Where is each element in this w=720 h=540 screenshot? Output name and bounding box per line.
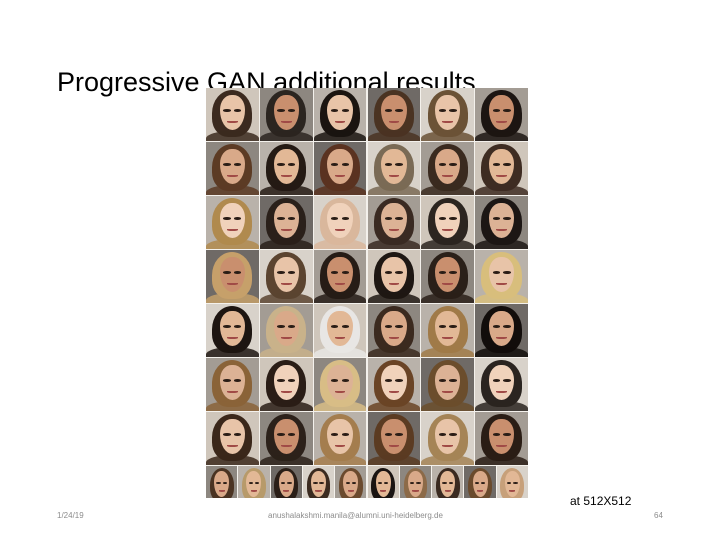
generated-face-r5-c2 bbox=[259, 304, 313, 357]
generated-face-r5-c5 bbox=[421, 304, 475, 357]
generated-face-r7-c2 bbox=[259, 412, 313, 465]
footer-page-number: 64 bbox=[654, 511, 663, 520]
generated-face-r1-c6 bbox=[475, 88, 528, 141]
generated-face-r1-c2 bbox=[259, 88, 313, 141]
generated-face-r4-c4 bbox=[367, 250, 421, 303]
generated-face-r6-c4 bbox=[367, 358, 421, 411]
generated-face-r5-c1 bbox=[206, 304, 259, 357]
generated-face-r8-c3 bbox=[270, 466, 302, 498]
generated-face-r8-c7 bbox=[399, 466, 432, 498]
generated-face-r8-c1 bbox=[206, 466, 238, 498]
footer-author: anushalakshmi.manila@alumni.uni-heidelbe… bbox=[268, 511, 443, 520]
generated-face-r5-c4 bbox=[367, 304, 421, 357]
generated-face-r7-c4 bbox=[367, 412, 421, 465]
generated-face-r6-c5 bbox=[421, 358, 475, 411]
generated-face-r6-c6 bbox=[475, 358, 528, 411]
generated-face-r4-c2 bbox=[259, 250, 313, 303]
generated-face-r5-c3 bbox=[313, 304, 367, 357]
generated-face-r2-c4 bbox=[367, 142, 421, 195]
generated-face-r1-c5 bbox=[421, 88, 475, 141]
generated-face-r1-c4 bbox=[367, 88, 421, 141]
generated-face-r4-c3 bbox=[313, 250, 367, 303]
generated-face-r8-c9 bbox=[464, 466, 496, 498]
generated-face-r2-c5 bbox=[421, 142, 475, 195]
footer-date: 1/24/19 bbox=[57, 511, 84, 520]
generated-face-r7-c5 bbox=[421, 412, 475, 465]
generated-face-r7-c3 bbox=[313, 412, 367, 465]
resolution-caption: at 512X512 bbox=[570, 494, 632, 508]
generated-face-r3-c1 bbox=[206, 196, 259, 249]
generated-face-r3-c2 bbox=[259, 196, 313, 249]
generated-face-r6-c1 bbox=[206, 358, 259, 411]
generated-face-r2-c2 bbox=[259, 142, 313, 195]
generated-face-r2-c6 bbox=[475, 142, 528, 195]
face-image-grid bbox=[206, 88, 528, 498]
generated-face-r1-c1 bbox=[206, 88, 259, 141]
generated-face-r2-c1 bbox=[206, 142, 259, 195]
generated-face-r5-c6 bbox=[475, 304, 528, 357]
generated-face-r8-c2 bbox=[238, 466, 270, 498]
generated-face-r6-c2 bbox=[259, 358, 313, 411]
generated-face-r3-c6 bbox=[475, 196, 528, 249]
generated-face-r2-c3 bbox=[313, 142, 367, 195]
generated-face-r3-c4 bbox=[367, 196, 421, 249]
generated-face-r4-c5 bbox=[421, 250, 475, 303]
generated-face-r7-c1 bbox=[206, 412, 259, 465]
generated-face-r8-c4 bbox=[302, 466, 335, 498]
generated-face-r3-c5 bbox=[421, 196, 475, 249]
generated-face-r8-c10 bbox=[496, 466, 528, 498]
generated-face-r3-c3 bbox=[313, 196, 367, 249]
generated-face-r4-c6 bbox=[475, 250, 528, 303]
generated-face-r8-c6 bbox=[367, 466, 399, 498]
generated-face-r4-c1 bbox=[206, 250, 259, 303]
generated-face-r8-c8 bbox=[432, 466, 464, 498]
generated-face-r8-c5 bbox=[335, 466, 367, 498]
generated-face-r6-c3 bbox=[313, 358, 367, 411]
generated-face-r7-c6 bbox=[475, 412, 528, 465]
generated-face-r1-c3 bbox=[313, 88, 367, 141]
